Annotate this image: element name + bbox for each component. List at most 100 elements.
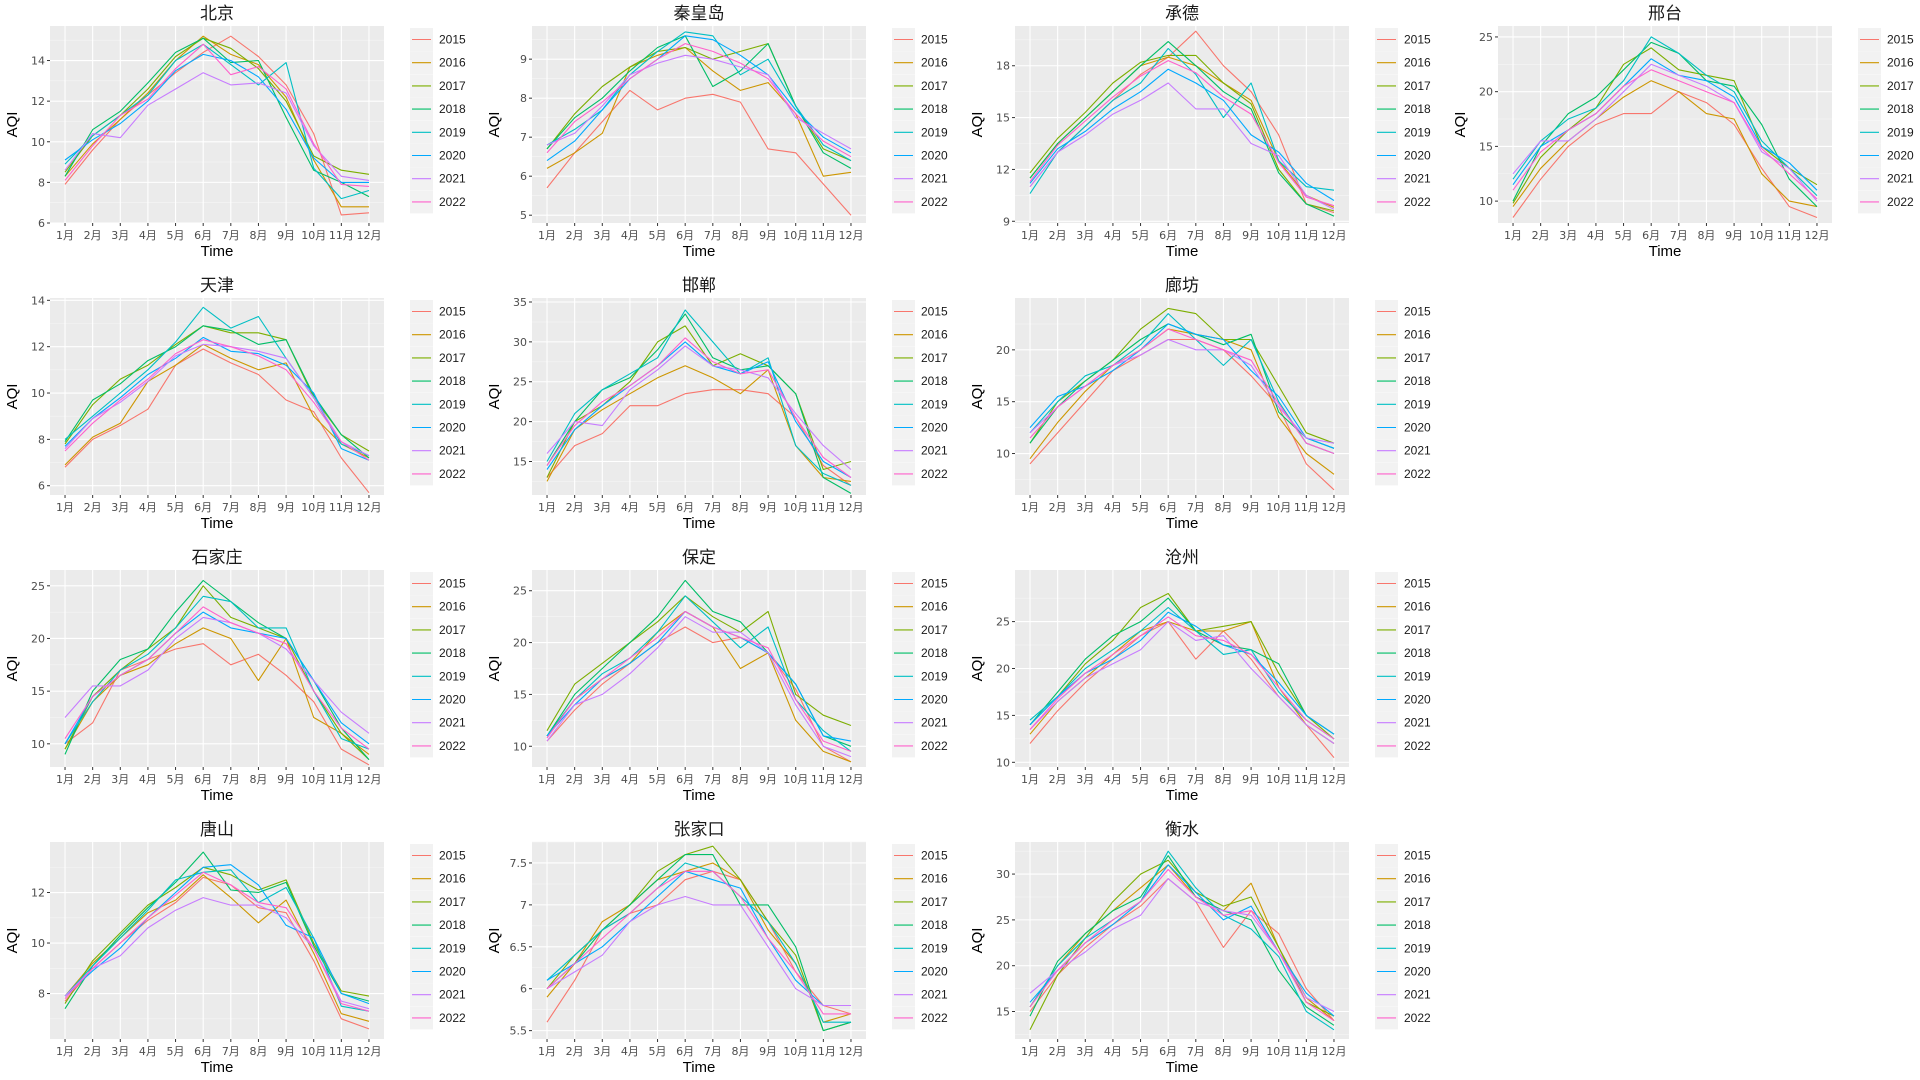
series-line-2020: [1029, 323, 1335, 449]
legend-label: 2018: [921, 102, 948, 116]
y-tick-label: 15: [31, 685, 45, 698]
x-tick-label: 1月: [1504, 229, 1522, 242]
x-tick-label: 6月: [1159, 1045, 1177, 1058]
x-tick-label: 1月: [1021, 501, 1039, 514]
legend-label: 2019: [921, 397, 948, 411]
x-tick-label: 5月: [167, 501, 185, 514]
y-axis-label: AQI: [969, 928, 986, 954]
y-tick-label: 6: [38, 217, 45, 230]
x-tick-label: 1月: [56, 229, 74, 242]
legend-label: 2015: [439, 305, 466, 319]
series-line-2019: [546, 309, 852, 486]
series-line-2016: [64, 35, 369, 208]
x-tick-label: 10月: [1266, 229, 1291, 242]
x-tick-label: 4月: [1104, 773, 1122, 786]
legend-label: 2016: [439, 56, 466, 70]
panel-title: 邢台: [1648, 4, 1682, 24]
x-tick-label: 12月: [1321, 229, 1346, 242]
series-line-2015: [546, 389, 852, 486]
panel-title: 张家口: [674, 820, 725, 840]
legend-label: 2017: [1404, 623, 1431, 637]
y-tick-label: 7: [520, 131, 527, 144]
y-axis-label: AQI: [4, 928, 21, 954]
y-tick-label: 10: [996, 448, 1010, 461]
y-tick-label: 20: [513, 637, 527, 650]
x-tick-label: 9月: [1725, 229, 1743, 242]
x-tick-label: 1月: [56, 1045, 74, 1058]
x-tick-label: 1月: [538, 773, 556, 786]
panel-title: 石家庄: [192, 548, 243, 568]
x-tick-label: 5月: [167, 773, 185, 786]
panel-title: 天津: [200, 276, 234, 296]
legend: 2015 2016 2017 2018 2019 2020 2021 2022: [1858, 28, 1914, 214]
x-tick-label: 10月: [783, 229, 808, 242]
series-line-2022: [546, 870, 851, 1015]
series-line-2017: [1029, 592, 1335, 740]
x-tick-label: 2月: [1049, 501, 1067, 514]
y-axis-label: AQI: [1452, 112, 1469, 138]
plot-background: [50, 842, 384, 1039]
y-tick-label: 10: [1479, 195, 1493, 208]
series-line-2018: [64, 37, 370, 198]
legend-label: 2022: [439, 1011, 466, 1025]
x-tick-label: 11月: [329, 501, 354, 514]
chart-panel-13: 15 20 25 30 1月 2月 3月 4月 5月 6月 7月 8月 9月 10月 11月 12月 衡水 Tim…: [969, 820, 1431, 1076]
y-tick-label: 10: [513, 740, 527, 753]
legend-label: 2019: [921, 941, 948, 955]
x-tick-label: 5月: [649, 501, 667, 514]
y-tick-label: 8: [38, 176, 45, 189]
series-line-2017: [1029, 307, 1335, 444]
series-line-2018: [546, 854, 852, 1032]
legend: 2015 2016 2017 2018 2019 2020 2021 2022: [892, 28, 948, 214]
x-tick-label: 12月: [356, 1045, 381, 1058]
legend-label: 2020: [921, 149, 948, 163]
series-line-2016: [64, 627, 370, 755]
series-line-2015: [64, 35, 370, 216]
x-axis-label: Time: [683, 515, 716, 532]
x-tick-label: 6月: [194, 773, 212, 786]
y-tick-label: 12: [31, 341, 45, 354]
y-tick-label: 6.5: [510, 941, 528, 954]
legend: 2015 2016 2017 2018 2019 2020 2021 2022: [1375, 844, 1431, 1030]
x-tick-label: 10月: [1749, 229, 1774, 242]
x-tick-label: 10月: [1266, 773, 1291, 786]
y-axis-label: AQI: [969, 656, 986, 682]
x-tick-label: 1月: [1021, 1045, 1039, 1058]
legend-label: 2015: [921, 305, 948, 319]
legend-label: 2017: [439, 79, 466, 93]
x-tick-label: 12月: [356, 229, 381, 242]
y-tick-label: 9: [1003, 215, 1010, 228]
legend-label: 2017: [1404, 351, 1431, 365]
series-line-2018: [1029, 597, 1335, 735]
x-axis-label: Time: [1166, 515, 1199, 532]
legend-label: 2019: [439, 941, 466, 955]
x-tick-label: 8月: [1697, 229, 1715, 242]
x-tick-label: 11月: [329, 1045, 354, 1058]
x-tick-label: 7月: [704, 1045, 722, 1058]
chart-panel-6: 15 20 25 30 35 1月 2月 3月 4月 5月 6月 7月 8月 9月 10月 11月 12月 邯郸 T…: [486, 276, 948, 532]
legend-label: 2017: [921, 351, 948, 365]
y-tick-label: 8: [38, 988, 45, 1001]
series-line-2015: [546, 89, 852, 216]
x-axis-label: Time: [201, 787, 234, 804]
x-axis-label: Time: [201, 1059, 234, 1076]
series-line-2021: [1512, 63, 1818, 202]
legend-label: 2019: [1404, 941, 1431, 955]
legend-label: 2017: [921, 79, 948, 93]
legend-label: 2022: [1404, 467, 1431, 481]
x-tick-label: 6月: [1159, 229, 1177, 242]
x-tick-label: 11月: [329, 229, 354, 242]
series-line-2020: [64, 864, 370, 1005]
y-tick-label: 25: [1479, 31, 1493, 44]
x-tick-label: 9月: [759, 501, 777, 514]
x-tick-label: 11月: [1294, 501, 1319, 514]
x-tick-label: 5月: [167, 1045, 185, 1058]
series-line-2018: [1029, 41, 1335, 217]
legend-label: 2021: [1404, 172, 1431, 186]
x-tick-label: 8月: [249, 501, 267, 514]
x-tick-label: 5月: [649, 1045, 667, 1058]
legend-label: 2018: [439, 374, 466, 388]
x-tick-label: 5月: [649, 773, 667, 786]
series-line-2016: [1029, 328, 1335, 475]
series-line-2017: [64, 325, 370, 452]
